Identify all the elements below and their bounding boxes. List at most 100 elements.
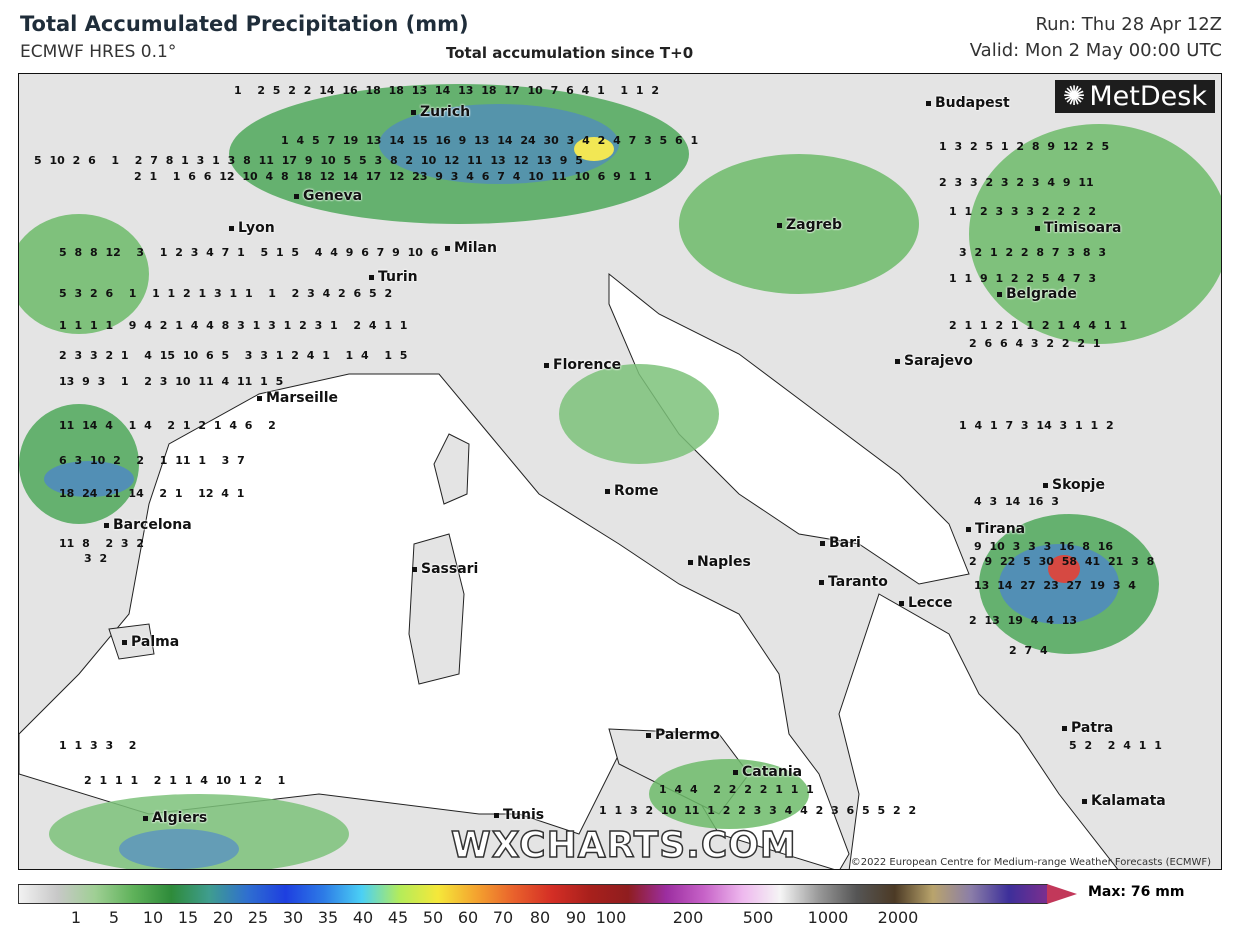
value-row: 5 10 2 6 1 2 7 8 1 3 1 3 8 11 17 9 10 5 …: [34, 154, 583, 167]
value-row: 1 4 5 7 19 13 14 15 16 9 13 14 24 30 3 4…: [281, 134, 699, 147]
city-label: Algiers: [143, 810, 207, 827]
chart-subtitle: Total accumulation since T+0: [446, 44, 694, 62]
value-row: 2 1 1 2 1 1 2 1 4 4 1 1: [949, 319, 1127, 332]
watermark: WXCHARTS.COM: [450, 825, 797, 867]
city-label: Kalamata: [1082, 793, 1166, 810]
city-label: Sassari: [412, 561, 478, 578]
colorbar-tick-label: 90: [565, 908, 587, 927]
city-label: Naples: [688, 554, 751, 571]
corsica: [433, 433, 470, 505]
city-label: Sarajevo: [895, 353, 973, 370]
colorbar-tick-label: 50: [422, 908, 444, 927]
city-label: Skopje: [1043, 477, 1105, 494]
city-label: Bari: [820, 535, 861, 552]
value-row: 1 3 2 5 1 2 8 9 12 2 5: [939, 140, 1110, 153]
value-row: 2 3 3 2 3 2 3 4 9 11: [939, 176, 1094, 189]
value-row: 1 1 9 1 2 2 5 4 7 3: [949, 272, 1097, 285]
colorbar-tick-label: 2000: [877, 908, 919, 927]
metdesk-logo: ✺ MetDesk: [1054, 80, 1215, 113]
value-row: 2 13 19 4 4 13: [969, 614, 1078, 627]
city-label: Tunis: [494, 807, 544, 824]
colorbar-tick-label: 1: [70, 908, 82, 927]
colorbar-tick-label: 60: [457, 908, 479, 927]
precipitation-map[interactable]: 1 2 5 2 2 14 16 18 18 13 14 13 18 17 10 …: [18, 73, 1222, 870]
value-row: 1 1 2 3 3 3 2 2 2 2: [949, 205, 1097, 218]
colorbar: [18, 884, 1048, 904]
value-row: 13 9 3 1 2 3 10 11 4 11 1 5: [59, 375, 284, 388]
city-label: Marseille: [257, 390, 338, 407]
city-label: Barcelona: [104, 517, 192, 534]
value-row: 3 2 1 2 2 8 7 3 8 3: [959, 246, 1107, 259]
city-label: Patra: [1062, 720, 1113, 737]
value-row: 2 1 1 1 2 1 1 4 10 1 2 1: [84, 774, 286, 787]
colorbar-tick-label: 35: [317, 908, 339, 927]
value-row: 6 3 10 2 2 1 11 1 3 7: [59, 454, 245, 467]
sunburst-icon: ✺: [1062, 81, 1086, 112]
value-row: 2 9 22 5 30 58 41 21 3 8: [969, 555, 1155, 568]
value-row: 1 1 3 3 2: [59, 739, 137, 752]
value-row: 1 4 4 2 2 2 2 1 1 1: [659, 783, 814, 796]
value-row: 5 8 8 12 3 1 2 3 4 7 1 5 1 5 4 4 9 6 7 9…: [59, 246, 439, 259]
value-row: 5 2 2 4 1 1: [1069, 739, 1162, 752]
colorbar-tick-label: 15: [177, 908, 199, 927]
city-label: Geneva: [294, 188, 362, 205]
colorbar-tick-label: 5: [108, 908, 120, 927]
value-row: 13 14 27 23 27 19 3 4: [974, 579, 1136, 592]
ionian-sea: [838, 593, 1119, 869]
value-row: 11 8 2 3 2: [59, 537, 145, 550]
city-label: Taranto: [819, 574, 888, 591]
value-row: 2 3 3 2 1 4 15 10 6 5 3 3 1 2 4 1 1 4 1 …: [59, 349, 408, 362]
value-row: 4 3 14 16 3: [974, 495, 1059, 508]
value-row: 1 4 1 7 3 14 3 1 1 2: [959, 419, 1114, 432]
colorbar-tick-label: 20: [212, 908, 234, 927]
city-label: Zagreb: [777, 217, 842, 234]
colorbar-tick-label: 100: [595, 908, 627, 927]
city-label: Belgrade: [997, 286, 1077, 303]
city-label: Lyon: [229, 220, 275, 237]
city-label: Zurich: [411, 104, 470, 121]
value-row: 2 1 1 6 6 12 10 4 8 18 12 14 17 12 23 9 …: [134, 170, 652, 183]
run-time: Run: Thu 28 Apr 12Z: [1035, 14, 1222, 35]
colorbar-tick-label: 25: [247, 908, 269, 927]
value-row: 1 1 3 2 10 11 1 2 2 3 3 4 4 2 3 6 5 5 2 …: [599, 804, 917, 817]
city-label: Tirana: [966, 521, 1025, 538]
precipitation-values: 1 2 5 2 2 14 16 18 18 13 14 13 18 17 10 …: [19, 74, 1221, 869]
colorbar-tick-label: 500: [742, 908, 774, 927]
value-row: 1 1 1 1 9 4 2 1 4 4 8 3 1 3 1 2 3 1 2 4 …: [59, 319, 408, 332]
logo-text: MetDesk: [1089, 81, 1207, 112]
city-label: Milan: [445, 240, 497, 257]
city-label: Budapest: [926, 95, 1010, 112]
value-row: 9 10 3 3 3 16 8 16: [974, 540, 1113, 553]
colorbar-tick-label: 40: [352, 908, 374, 927]
colorbar-tick-label: 30: [282, 908, 304, 927]
model-label: ECMWF HRES 0.1°: [20, 42, 177, 62]
value-row: 2 7 4: [1009, 644, 1048, 657]
city-label: Florence: [544, 357, 621, 374]
colorbar-tick-label: 200: [672, 908, 704, 927]
city-label: Rome: [605, 483, 658, 500]
city-label: Palma: [122, 634, 179, 651]
colorbar-extend-arrow: [1047, 884, 1077, 904]
colorbar-tick-label: 80: [529, 908, 551, 927]
colorbar-tick-label: 10: [142, 908, 164, 927]
copyright-notice: ©2022 European Centre for Medium-range W…: [850, 857, 1211, 868]
city-label: Timisoara: [1035, 220, 1122, 237]
city-labels: Budapest Zurich Geneva Lyon Milan Turin Zagreb…: [19, 74, 1221, 869]
colorbar-tick-label: 70: [492, 908, 514, 927]
city-label: Palermo: [646, 727, 720, 744]
value-row: 2 6 6 4 3 2 2 2 1: [969, 337, 1101, 350]
city-label: Catania: [733, 764, 802, 781]
value-row: 18 24 21 14 2 1 12 4 1: [59, 487, 245, 500]
chart-title: Total Accumulated Precipitation (mm): [20, 12, 469, 36]
valid-time: Valid: Mon 2 May 00:00 UTC: [969, 40, 1222, 61]
value-row: 3 2: [84, 552, 108, 565]
city-label: Turin: [369, 269, 418, 286]
value-row: 5 3 2 6 1 1 1 2 1 3 1 1 1 2 3 4 2 6 5 2: [59, 287, 393, 300]
colorbar-tick-label: 45: [387, 908, 409, 927]
value-row: 1 2 5 2 2 14 16 18 18 13 14 13 18 17 10 …: [234, 84, 660, 97]
colorbar-tick-label: 1000: [807, 908, 849, 927]
max-label: Max: 76 mm: [1088, 884, 1185, 900]
value-row: 11 14 4 1 4 2 1 2 1 4 6 2: [59, 419, 276, 432]
city-label: Lecce: [899, 595, 953, 612]
